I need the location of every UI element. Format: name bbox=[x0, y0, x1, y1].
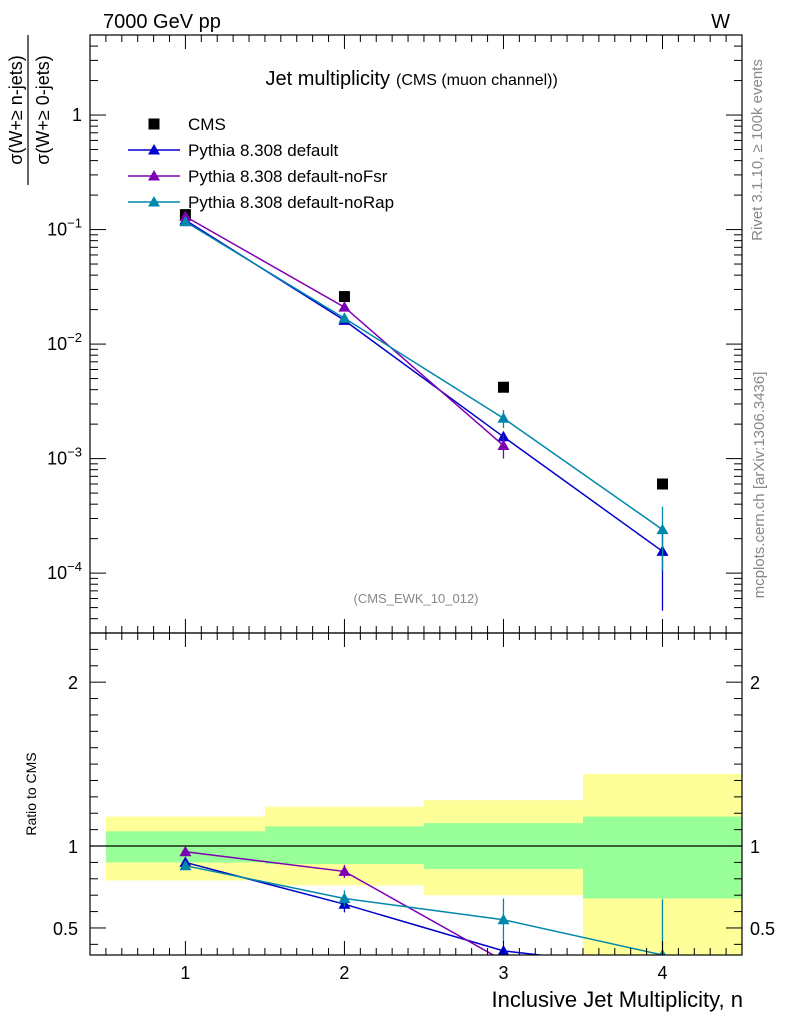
series-4-marker-3 bbox=[497, 412, 510, 423]
ratio-series-3-marker-2 bbox=[338, 892, 351, 903]
ratio-panel bbox=[90, 845, 742, 955]
ratio-frame bbox=[89, 632, 743, 956]
y-tick-label: 10−1 bbox=[47, 216, 82, 240]
x-tick-label: 2 bbox=[339, 963, 349, 983]
legend: CMS Pythia 8.308 default Pythia 8.308 defa… bbox=[128, 115, 394, 212]
legend-marker-2 bbox=[148, 144, 160, 155]
axes: 1 2 3 4 1 10−1 10−2 10−3 10−4 0.5 0.5 1 1 2 2 bbox=[47, 34, 775, 983]
stat-band-4 bbox=[582, 816, 742, 899]
x-axis-label: Inclusive Jet Multiplicity, n bbox=[492, 987, 743, 1012]
y-tick-label: 1 bbox=[72, 105, 82, 125]
ratio-series-3-line bbox=[185, 864, 663, 955]
series-4-marker-2 bbox=[338, 312, 351, 323]
series-4-line bbox=[185, 221, 663, 531]
series-2-line bbox=[185, 219, 663, 552]
legend-marker-1 bbox=[148, 118, 160, 130]
legend-label-2: Pythia 8.308 default bbox=[188, 141, 339, 160]
legend-label-4: Pythia 8.308 default-noRap bbox=[188, 193, 394, 212]
ratio-series-2-marker-1 bbox=[179, 845, 192, 857]
ratio-y-tick-label-right: 0.5 bbox=[750, 919, 775, 939]
main-panel bbox=[179, 209, 669, 611]
header-right: W bbox=[711, 11, 730, 33]
series-3-marker-2 bbox=[338, 301, 351, 312]
header-left: 7000 GeV pp bbox=[103, 11, 221, 33]
ratio-series-3-marker-1 bbox=[179, 859, 192, 871]
y-tick-label: 10−3 bbox=[47, 445, 82, 469]
legend-label-1: CMS bbox=[188, 115, 226, 134]
data-point-cms-4 bbox=[656, 478, 668, 490]
ratio-y-label: Ratio to CMS bbox=[23, 752, 39, 835]
series-4-marker-1 bbox=[179, 215, 192, 227]
y-label-denominator: σ(W+≥ 0-jets) bbox=[33, 55, 53, 165]
y-tick-label: 10−2 bbox=[47, 330, 82, 354]
legend-label-3: Pythia 8.308 default-noFsr bbox=[188, 167, 388, 186]
ratio-series-3-marker-3 bbox=[497, 913, 510, 925]
series-4-marker-4 bbox=[656, 523, 669, 535]
ratio-series-group bbox=[179, 845, 666, 955]
stat-band-2 bbox=[264, 826, 424, 865]
data-point-cms-3 bbox=[497, 381, 509, 393]
legend-marker-3 bbox=[148, 170, 160, 181]
x-tick-label: 1 bbox=[180, 963, 190, 983]
ratio-y-tick-label-right: 1 bbox=[750, 837, 760, 857]
data-point-cms-2 bbox=[338, 291, 350, 303]
chart-title: Jet multiplicity bbox=[266, 68, 390, 90]
legend-marker-4 bbox=[148, 196, 160, 207]
ratio-y-tick-label: 1 bbox=[68, 837, 78, 857]
ratio-series-1-line bbox=[185, 861, 547, 955]
y-label-numerator: σ(W+≥ n-jets) bbox=[6, 55, 26, 165]
analysis-label: (CMS_EWK_10_012) bbox=[354, 591, 479, 606]
chart-subtitle: (CMS (muon channel)) bbox=[396, 72, 558, 89]
mcplots-label: mcplots.cern.ch [arXiv:1306.3436] bbox=[751, 372, 768, 599]
series-3-marker-3 bbox=[497, 439, 510, 451]
x-tick-label: 4 bbox=[657, 963, 667, 983]
ratio-y-tick-label: 0.5 bbox=[53, 919, 78, 939]
ratio-y-tick-label-right: 2 bbox=[750, 673, 760, 693]
rivet-label: Rivet 3.1.10, ≥ 100k events bbox=[749, 59, 766, 241]
ratio-y-tick-label: 2 bbox=[68, 673, 78, 693]
ratio-series-2-marker-2 bbox=[338, 865, 351, 876]
y-tick-label: 10−4 bbox=[47, 559, 82, 583]
x-tick-label: 3 bbox=[498, 963, 508, 983]
